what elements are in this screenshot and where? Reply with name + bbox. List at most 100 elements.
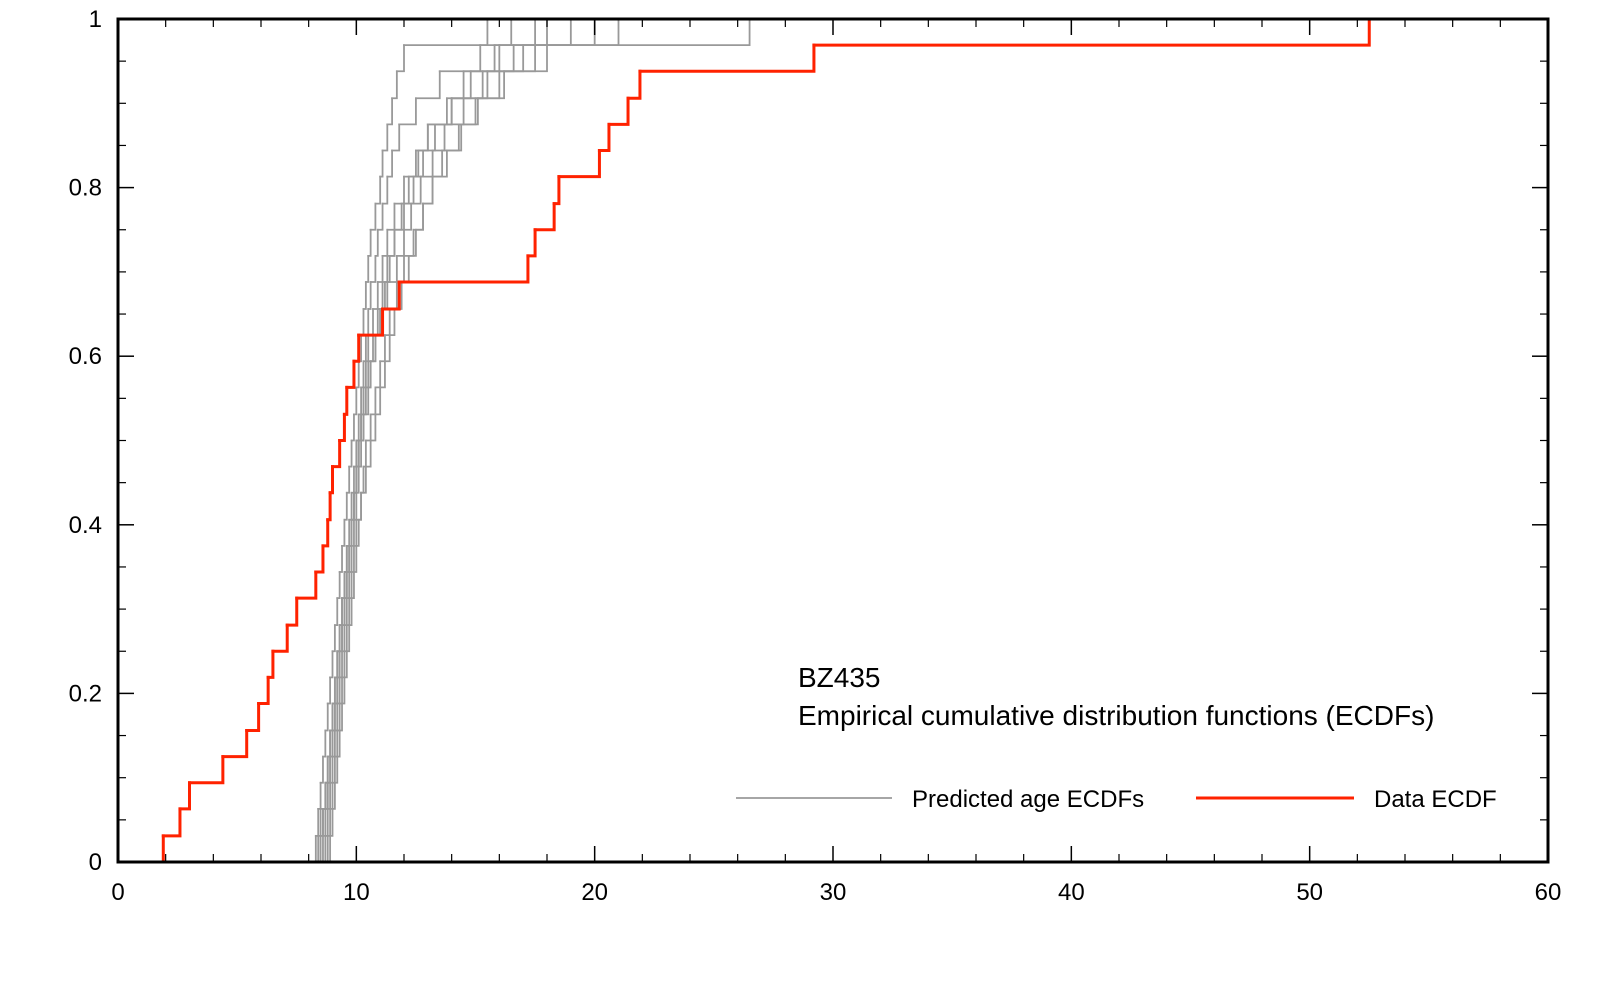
x-tick-label: 10 — [343, 879, 370, 906]
ecdf-step — [460, 97, 479, 126]
ecdf-step — [324, 755, 329, 784]
ecdf-step — [393, 202, 405, 231]
ecdf-step — [533, 202, 556, 232]
ecdf-step — [338, 544, 343, 573]
ecdf-step — [362, 360, 367, 389]
ecdf-step — [329, 729, 334, 758]
ecdf-step — [503, 44, 548, 73]
ecdf-step — [393, 202, 403, 231]
ecdf-step — [376, 202, 384, 231]
ecdf-step — [479, 18, 513, 47]
ecdf-step — [352, 333, 361, 363]
ecdf-step — [329, 650, 334, 679]
ecdf-step — [386, 97, 393, 126]
ecdf-step — [350, 571, 355, 600]
ecdf-step — [348, 518, 353, 547]
ecdf-step — [345, 544, 351, 573]
ecdf-step — [379, 149, 384, 178]
ecdf-step — [317, 781, 322, 810]
ecdf-step — [329, 807, 334, 837]
ecdf-step — [353, 386, 358, 416]
ecdf-step — [360, 386, 365, 416]
legend-label: Data ECDF — [1374, 786, 1497, 813]
ecdf-step — [343, 491, 348, 521]
ecdf-step — [431, 149, 448, 178]
ecdf-step — [355, 413, 360, 442]
ecdf-step — [357, 307, 385, 337]
ecdf-step — [374, 228, 379, 257]
ecdf-step — [343, 544, 348, 573]
legend-label: Predicted age ECDFs — [912, 786, 1144, 813]
ecdf-step — [341, 571, 346, 600]
ecdf-step — [257, 675, 270, 706]
ecdf-step — [362, 386, 370, 416]
ecdf-step — [384, 334, 391, 363]
ecdf-step — [403, 18, 489, 47]
ecdf-step — [388, 308, 396, 337]
ecdf-step — [386, 202, 396, 231]
ecdf-step — [469, 44, 496, 73]
ecdf-step — [362, 439, 367, 468]
ecdf-step — [355, 360, 360, 389]
ecdf-step — [386, 149, 393, 178]
ecdf-step — [329, 702, 334, 732]
ecdf-step — [381, 228, 389, 257]
ecdf-step — [379, 334, 386, 363]
ecdf-step — [369, 254, 377, 283]
ecdf-step — [364, 413, 372, 442]
ecdf-step — [364, 334, 370, 363]
ecdf-step — [353, 439, 358, 468]
ecdf-step — [348, 439, 353, 468]
x-tick-label: 0 — [111, 879, 124, 906]
ecdf-step — [336, 650, 341, 679]
ecdf-step — [526, 228, 537, 258]
ecdf-step — [341, 518, 346, 547]
ecdf-step — [331, 702, 336, 732]
ecdf-step — [333, 597, 339, 627]
ecdf-step — [397, 254, 530, 284]
ecdf-step — [369, 334, 377, 363]
ecdf-step — [336, 624, 341, 653]
x-tick-label: 60 — [1535, 879, 1562, 906]
ecdf-step — [364, 308, 370, 337]
ecdf-step — [434, 97, 453, 126]
ecdf-step — [407, 228, 417, 257]
x-tick-label: 50 — [1296, 879, 1323, 906]
ecdf-step — [345, 465, 351, 494]
ecdf-step — [381, 280, 401, 311]
x-tick-label: 30 — [820, 879, 847, 906]
ecdf-step — [345, 359, 356, 389]
ecdf-step — [328, 465, 334, 495]
ecdf-step — [319, 807, 324, 837]
ecdf-step — [331, 439, 342, 469]
ecdf-step — [376, 254, 384, 283]
ecdf-step — [446, 70, 465, 100]
ecdf-step — [403, 228, 415, 257]
ecdf-step — [403, 149, 417, 178]
ecdf-step — [384, 308, 391, 337]
ecdf-step — [326, 491, 332, 522]
ecdf-step — [426, 97, 453, 126]
ecdf-step — [379, 281, 389, 310]
ecdf-step — [333, 650, 339, 679]
ecdf-step — [410, 175, 422, 205]
ecdf-step — [422, 175, 434, 205]
ecdf-step — [407, 149, 420, 178]
annotation: BZ435 — [798, 662, 881, 693]
ecdf-step — [400, 175, 410, 205]
ecdf-step — [333, 755, 339, 784]
ecdf-step — [412, 202, 424, 231]
ecdf-step — [362, 334, 367, 363]
ecdf-step — [395, 44, 405, 73]
ecdf-step — [426, 97, 448, 126]
ecdf-step — [374, 175, 382, 205]
ecdf-step — [360, 360, 365, 389]
ecdf-step — [415, 202, 424, 231]
ecdf-step — [415, 70, 441, 100]
ecdf-step — [422, 123, 436, 152]
ecdf-step — [266, 649, 275, 679]
ecdf-step — [360, 308, 365, 337]
ecdf-step — [381, 175, 389, 205]
ecdf-step — [338, 412, 346, 442]
